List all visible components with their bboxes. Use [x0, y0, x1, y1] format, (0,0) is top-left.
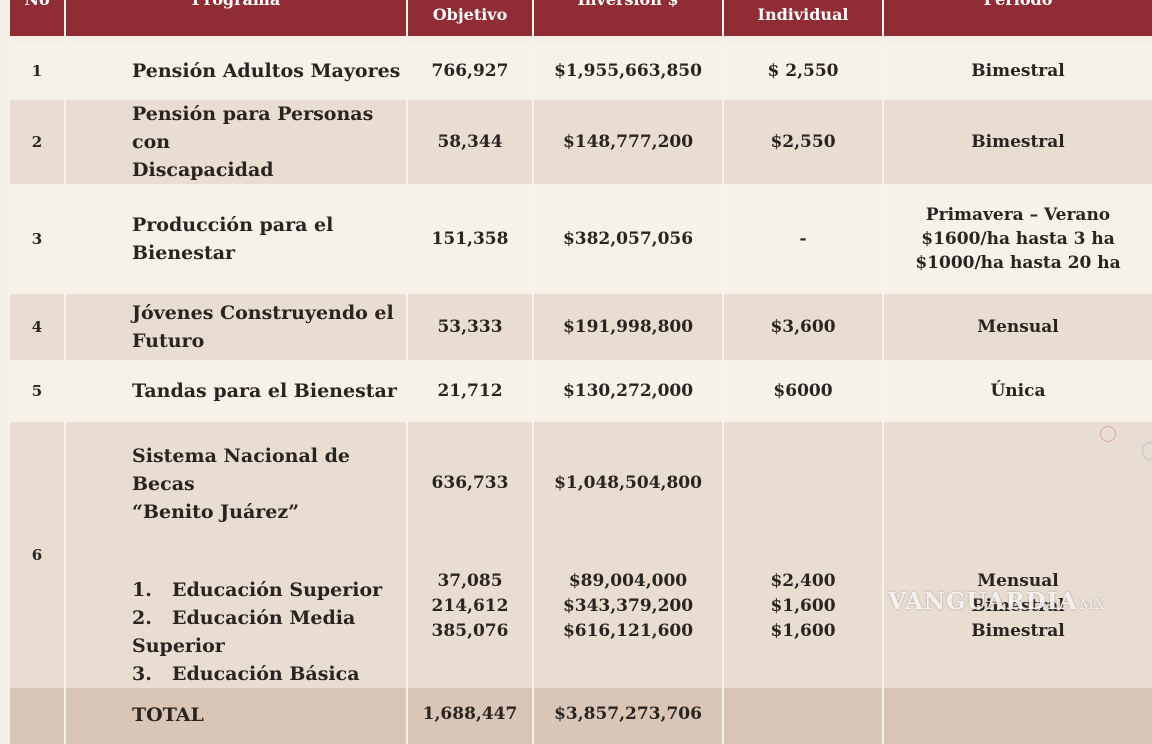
vanguardia-watermark: VANGUARDIA MX [888, 588, 1106, 615]
inversion-value: $191,998,800 [532, 294, 724, 360]
table-row: 3 Producción para el Bienestar 151,358 $… [8, 184, 1152, 294]
program-name: Producción para el Bienestar [64, 184, 408, 294]
inversion-value: $1,048,504,800 $89,004,000 $343,379,200 … [532, 422, 724, 688]
header-objetivo: Objetivo [406, 0, 534, 36]
header-individual: Individual [722, 0, 884, 36]
periodo-line: $1600/ha hasta 3 ha [921, 229, 1115, 249]
table-row: 1 Pensión Adultos Mayores 766,927 $1,955… [8, 42, 1152, 100]
program-table-sheet: No Programa Objetivo Inversión $ Individ… [8, 0, 1152, 744]
inversion-value: $382,057,056 [532, 184, 724, 294]
row-number: 5 [8, 360, 66, 422]
table-row: 4 Jóvenes Construyendo el Futuro 53,333 … [8, 294, 1152, 360]
program-name: Pensión para Personas con Discapacidad [64, 100, 408, 184]
inversion-value: $130,272,000 [532, 360, 724, 422]
separator-row [8, 36, 1152, 42]
program-name: Sistema Nacional de Becas “Benito Juárez… [64, 422, 408, 688]
objetivo-value: 636,733 37,085 214,612 385,076 [406, 422, 534, 688]
programs-table: No Programa Objetivo Inversión $ Individ… [8, 0, 1152, 744]
periodo-value: Bimestral [882, 42, 1152, 100]
objetivo-value: 21,712 [406, 360, 534, 422]
total-inversion: $3,857,273,706 [532, 688, 724, 744]
table-header-row: No Programa Objetivo Inversión $ Individ… [8, 0, 1152, 36]
header-inversion: Inversión $ [532, 0, 724, 36]
program-name-line: Jóvenes Construyendo el [132, 302, 394, 324]
program-name-line: Sistema Nacional de Becas [132, 445, 350, 495]
periodo-value: Primavera – Verano $1600/ha hasta 3 ha $… [882, 184, 1152, 294]
row-number: 4 [8, 294, 66, 360]
list-item: 2. Educación Media Superior [132, 607, 356, 657]
objetivo-value: 766,927 [406, 42, 534, 100]
periodo-value: Mensual Bimestral Bimestral [882, 422, 1152, 688]
header-periodo: Periodo [882, 0, 1152, 36]
periodo-line: $1000/ha hasta 20 ha [915, 253, 1121, 273]
list-item: 1. Educación Superior [132, 579, 383, 601]
inversion-value: $148,777,200 [532, 100, 724, 184]
table-row: 2 Pensión para Personas con Discapacidad… [8, 100, 1152, 184]
table-row: 5 Tandas para el Bienestar 21,712 $130,2… [8, 360, 1152, 422]
decorative-circle-icon [1100, 426, 1116, 442]
row-number: 1 [8, 42, 66, 100]
program-name: Pensión Adultos Mayores [64, 42, 408, 100]
program-name-line: Discapacidad [132, 159, 274, 181]
individual-value: $2,550 [722, 100, 884, 184]
becas-sublist: 1. Educación Superior 2. Educación Media S… [132, 576, 405, 688]
periodo-value: Bimestral [882, 100, 1152, 184]
program-name-line: “Benito Juárez” [132, 501, 300, 523]
total-objetivo: 1,688,447 [406, 688, 534, 744]
header-no: No [8, 0, 66, 36]
total-row: TOTAL 1,688,447 $3,857,273,706 [8, 688, 1152, 744]
total-label: TOTAL [64, 688, 408, 744]
individual-value: $2,400 $1,600 $1,600 [722, 422, 884, 688]
header-programa: Programa [64, 0, 408, 36]
periodo-line: Primavera – Verano [925, 205, 1111, 225]
list-item: 3. Educación Básica [132, 663, 360, 685]
inversion-value: $1,955,663,850 [532, 42, 724, 100]
individual-value: $6000 [722, 360, 884, 422]
periodo-value: Mensual [882, 294, 1152, 360]
individual-value: $3,600 [722, 294, 884, 360]
objetivo-value: 53,333 [406, 294, 534, 360]
individual-value: $ 2,550 [722, 42, 884, 100]
objetivo-value: 151,358 [406, 184, 534, 294]
program-name: Tandas para el Bienestar [64, 360, 408, 422]
periodo-value: Única [882, 360, 1152, 422]
program-name-line: Pensión para Personas con [132, 103, 374, 153]
program-name-line: Futuro [132, 330, 205, 352]
individual-value: - [722, 184, 884, 294]
row-number: 2 [8, 100, 66, 184]
program-name: Jóvenes Construyendo el Futuro [64, 294, 408, 360]
objetivo-value: 58,344 [406, 100, 534, 184]
decorative-circle-icon [1142, 442, 1152, 460]
row-number: 6 [8, 422, 66, 688]
row-number: 3 [8, 184, 66, 294]
table-row: 6 Sistema Nacional de Becas “Benito Juár… [8, 422, 1152, 688]
